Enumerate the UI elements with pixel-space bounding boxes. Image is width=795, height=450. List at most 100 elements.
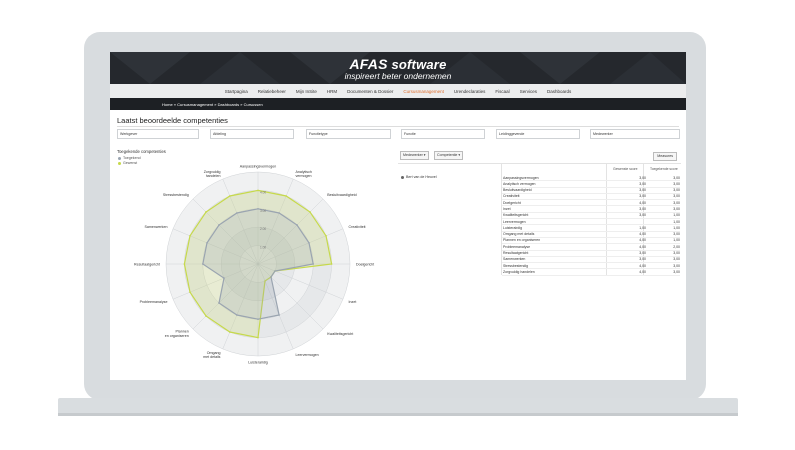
series-toegekend-point: [202, 263, 204, 265]
row-competence-name: Creativiteit: [503, 194, 520, 199]
series-toegekend-point: [296, 224, 298, 226]
filter-label: Medewerker: [593, 131, 613, 136]
row-toegekende-score: 1,00: [673, 213, 680, 218]
radar-axis-label: Stressbestendig: [163, 193, 189, 197]
nav-item-fiscaal[interactable]: Fiscaal: [495, 88, 510, 94]
radar-axis-line: [257, 263, 324, 330]
employee-name: Bert van de Heuvel: [406, 175, 437, 179]
nav-item-services[interactable]: Services: [519, 88, 537, 94]
nav-item-cursusmanagement[interactable]: Cursusmanagement: [403, 88, 444, 94]
table-row[interactable]: Leervermogen 1,00: [502, 219, 680, 226]
row-toegekende-score: 1,00: [673, 238, 680, 243]
row-gewenste-score: 4,00: [639, 238, 646, 243]
series-toegekend-point: [308, 242, 310, 244]
row-competence-name: Probleemanalyse: [503, 244, 531, 249]
nav-item-startpagina[interactable]: Startpagina: [224, 88, 248, 94]
radar-axis-label: Analytisch vermogen: [296, 170, 312, 178]
header-banner: AFAS software inspireert beter onderneme…: [110, 52, 686, 84]
filter-label: Afdeling: [213, 131, 226, 136]
radar-axis-label: Zorgvuldig handelen: [204, 170, 221, 178]
filter-label: Werkgever: [120, 131, 138, 136]
radar-title: Toegekende competenties: [117, 149, 166, 154]
series-gewenst-point: [189, 235, 191, 237]
row-competence-name: Inzet: [503, 206, 511, 211]
table-row[interactable]: Stressbestendig 4,00 3,00: [502, 263, 680, 270]
table-row[interactable]: Zorgvuldig handelen 4,00 3,00: [502, 269, 680, 276]
series-toegekend-point: [274, 270, 276, 272]
filter-functie[interactable]: Functie: [401, 129, 485, 139]
measures-button[interactable]: Measures: [653, 152, 677, 161]
row-competence-name: Resultaatgericht: [503, 251, 529, 256]
row-gewenste-score: 3,00: [639, 213, 646, 218]
nav-item-relatiebeheer[interactable]: Relatiebeheer: [257, 88, 286, 94]
table-row[interactable]: Creativiteit 3,00 3,00: [502, 194, 680, 201]
table-row[interactable]: Kwaliteitsgericht 3,00 1,00: [502, 213, 680, 220]
series-gewenst-point: [229, 331, 231, 333]
row-toegekende-score: 3,00: [673, 181, 680, 186]
nav-item-documenten-dossier[interactable]: Documenten & Dossier: [347, 88, 394, 94]
table-row[interactable]: Samenwerken 3,00 3,00: [502, 257, 680, 264]
radar-axis-label: Creativiteit: [349, 225, 366, 229]
table-row[interactable]: Omgang met details 4,00 3,00: [502, 232, 680, 238]
series-gewenst-point: [309, 211, 311, 213]
title-divider: [117, 126, 679, 127]
competentie-dropdown[interactable]: Competentie ▾: [434, 151, 464, 160]
filter-leidinggevende[interactable]: Leidinggevende: [496, 129, 580, 139]
banner-pattern: [110, 52, 686, 84]
row-competence-name: Besluitvaardigheid: [503, 188, 532, 193]
legend-label: Gewenst: [123, 161, 138, 165]
row-toegekende-score: 2,00: [673, 244, 680, 249]
nav-item-dashboards[interactable]: Dashboards: [546, 88, 572, 94]
table-row[interactable]: Inzet 3,00 3,00: [502, 206, 680, 213]
row-group-employee[interactable]: Bert van de Heuvel: [401, 175, 437, 179]
series-toegekend-point: [223, 277, 225, 279]
table-row[interactable]: Plannen en organiseren 4,00 1,00: [502, 238, 680, 245]
row-toegekende-score: 3,00: [673, 200, 680, 205]
row-competence-name: Analytisch vermogen: [503, 181, 536, 186]
medewerker-dropdown[interactable]: Medewerker ▾: [400, 151, 429, 160]
series-gewenst-point: [229, 195, 231, 197]
row-toegekende-score: 3,00: [673, 188, 680, 193]
row-toegekende-score: 3,00: [673, 175, 680, 180]
radar-axis-line: [257, 198, 324, 265]
nav-item-hrm[interactable]: HRM: [326, 88, 338, 94]
radar-axis-line: [257, 263, 344, 300]
row-gewenste-score: 4,00: [639, 200, 646, 205]
series-gewenst-point: [189, 291, 191, 293]
filter-werkgever[interactable]: Werkgever: [117, 129, 199, 139]
table-row[interactable]: Analytisch vermogen 3,00 3,00: [502, 181, 680, 188]
series-toegekend-point: [278, 212, 280, 214]
legend-item-toegekend[interactable]: Toegekend: [118, 156, 141, 161]
breadcrumb[interactable]: Home » Cursusmanagement » Dashboards » C…: [162, 102, 263, 107]
filter-functietype[interactable]: Functietype: [306, 129, 391, 139]
row-competence-name: Omgang met details: [503, 232, 535, 237]
table-row[interactable]: Doelgericht 4,00 3,00: [502, 200, 680, 207]
filter-afdeling[interactable]: Afdeling: [210, 129, 294, 139]
row-toegekende-score: 1,00: [673, 219, 680, 224]
table-row[interactable]: Probleemanalyse 4,00 2,00: [502, 244, 680, 251]
app-screen: AFAS software inspireert beter onderneme…: [110, 52, 686, 380]
table-row[interactable]: Besluitvaardigheid 3,00 3,00: [502, 188, 680, 194]
row-competence-name: Plannen en organiseren: [503, 238, 541, 243]
radar-axis-line: [222, 263, 259, 350]
row-toegekende-score: 1,00: [673, 225, 680, 230]
nav-item-mijn-insite[interactable]: Mijn InSite: [295, 88, 317, 94]
table-row[interactable]: Luisterairdig 1,00 1,00: [502, 225, 680, 232]
logo-tagline: inspireert beter ondernemen: [344, 71, 452, 81]
radar-axis-label: Plannen en organiseren: [165, 330, 189, 338]
nav-item-urendeclaraties[interactable]: Urendeclaraties: [453, 88, 486, 94]
row-competence-name: Stressbestendig: [503, 263, 529, 268]
afas-logo[interactable]: AFAS software inspireert beter onderneme…: [110, 56, 686, 81]
filter-medewerker[interactable]: Medewerker: [590, 129, 680, 139]
series-toegekend-point: [312, 263, 314, 265]
breadcrumb-bar: Home » Cursusmanagement » Dashboards » C…: [110, 98, 686, 110]
radar-axis-line: [222, 178, 259, 265]
table-row[interactable]: Resultaatgericht 3,00 3,00: [502, 251, 680, 257]
series-toegekend-point: [236, 314, 238, 316]
table-grid: [398, 163, 681, 276]
row-toegekende-score: 3,00: [673, 232, 680, 237]
row-gewenste-score: 3,00: [639, 194, 646, 199]
table-row[interactable]: Aanpassingsvermogen 3,00 3,00: [502, 175, 680, 182]
radar-axis-label: Besluitvaardigheid: [327, 193, 356, 197]
legend-item-gewenst[interactable]: Gewenst: [118, 161, 141, 166]
